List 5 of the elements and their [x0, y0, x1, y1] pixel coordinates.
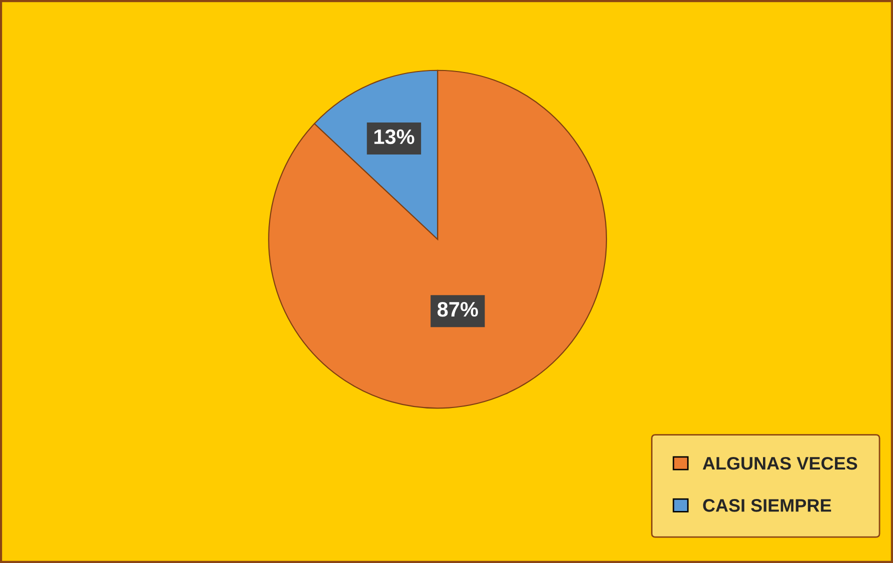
- legend-label: CASI SIEMPRE: [703, 499, 832, 512]
- pie-slice: [268, 70, 608, 409]
- data-label: 87%: [438, 302, 478, 317]
- data-label: 13%: [374, 129, 414, 144]
- legend-label: ALGUNAS VECES: [702, 456, 858, 470]
